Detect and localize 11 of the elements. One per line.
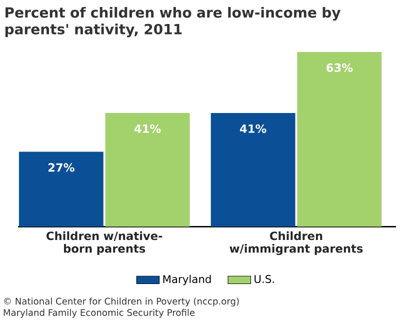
data-label: 41% (240, 124, 266, 133)
text: © National Center for Children in Poverty (nccp.org) (4, 298, 239, 306)
data-label: 63% (326, 63, 353, 72)
data-label: 27% (48, 163, 74, 172)
x-tick-label: Children w/native-born parents (46, 231, 162, 256)
chart-title: Percent of children who are low-income by parents' nativity, 2011 (5, 6, 341, 38)
data-label: 41% (134, 124, 161, 133)
text: Maryland Family Economic Security Profile (4, 308, 195, 318)
legend-label: U.S. (254, 274, 274, 284)
x-tick-label: Children w/immigrant parents (230, 231, 363, 256)
legend-label: Maryland (163, 274, 211, 286)
